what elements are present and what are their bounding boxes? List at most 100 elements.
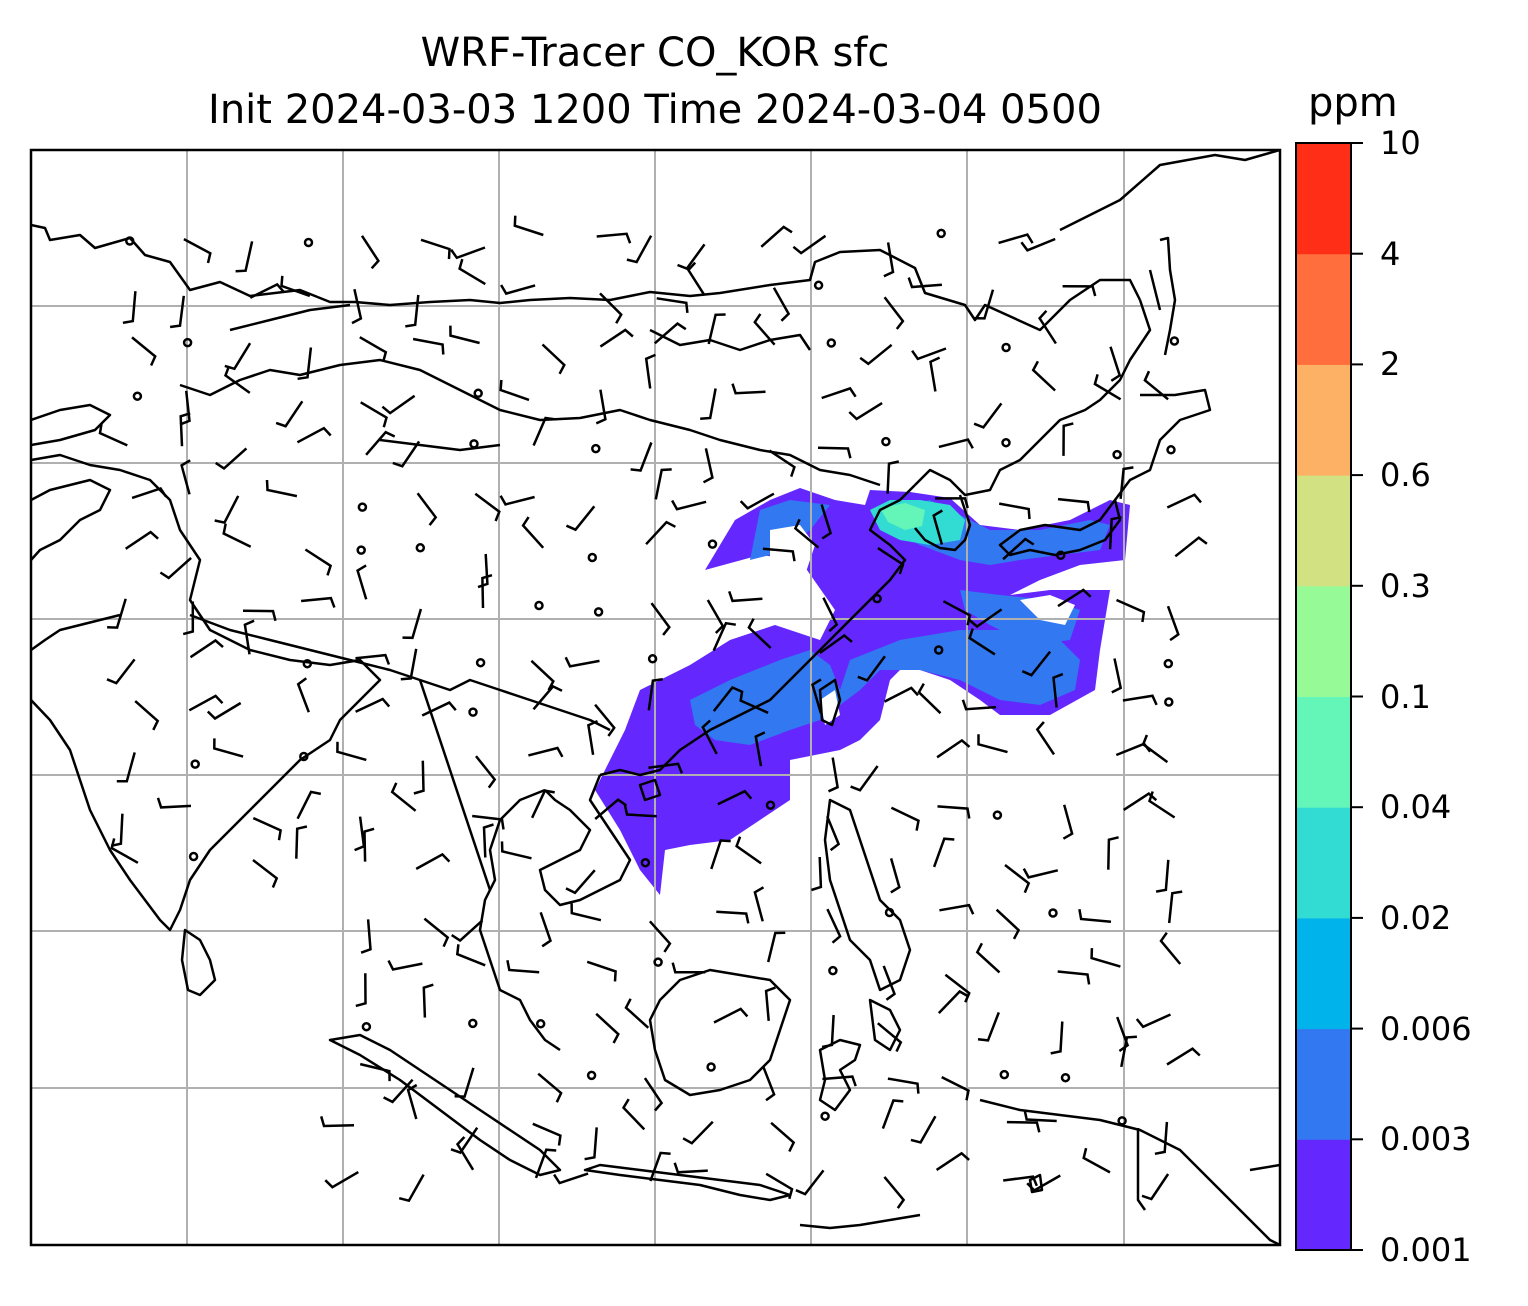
- coastlines-and-borders: [31, 150, 1280, 1245]
- wind-barb: [599, 292, 623, 324]
- wind-barb: [886, 460, 900, 494]
- wind-barb: [1082, 1147, 1111, 1174]
- calm-wind-marker: [593, 607, 604, 617]
- wind-barb: [621, 1098, 646, 1131]
- wind-barb: [762, 1065, 776, 1102]
- wind-barb: [213, 738, 244, 758]
- wind-barb: [584, 1127, 598, 1161]
- wind-barb: [762, 547, 796, 562]
- wind-barb: [265, 479, 298, 498]
- colorbar-band-3: [1296, 807, 1351, 919]
- wind-barb: [935, 497, 969, 509]
- wind-barb: [499, 495, 535, 506]
- wind-barb: [821, 1014, 835, 1049]
- map-frame: [29, 148, 1282, 1247]
- calm-wind-marker: [357, 502, 368, 512]
- wind-barb: [242, 609, 277, 622]
- wind-barb: [539, 911, 552, 948]
- wind-barb: [405, 294, 420, 328]
- wind-barb: [513, 215, 544, 237]
- wind-barb: [932, 837, 955, 868]
- wind-barb: [998, 502, 1031, 520]
- wind-barb: [280, 275, 311, 298]
- wind-barb: [700, 388, 717, 421]
- wind-barb: [1003, 1175, 1038, 1187]
- wind-barb: [673, 1162, 708, 1174]
- wind-barb: [932, 509, 944, 545]
- wind-barb: [648, 762, 684, 774]
- colorbar-tick-label: 0.6: [1380, 456, 1431, 495]
- wind-barb: [907, 277, 942, 289]
- wind-barb: [365, 430, 396, 456]
- calm-wind-marker: [356, 545, 366, 555]
- wind-barb: [179, 390, 191, 426]
- wind-barb: [122, 291, 137, 325]
- wind-barb: [451, 919, 484, 943]
- wind-barb: [876, 1022, 903, 1053]
- wind-barb: [1026, 1174, 1061, 1192]
- calm-wind-marker: [1117, 1116, 1127, 1126]
- wind-barb: [686, 261, 706, 296]
- wind-barb: [653, 322, 687, 345]
- wind-barb: [110, 813, 124, 848]
- wind-barb: [1020, 237, 1056, 252]
- wind-barb: [1022, 868, 1059, 879]
- wind-barb: [398, 1173, 425, 1203]
- wind-barb: [134, 700, 160, 731]
- calm-wind-marker: [706, 1062, 716, 1072]
- wind-barb: [412, 337, 445, 355]
- wind-barb: [1004, 864, 1031, 894]
- colorbar-band-1: [1296, 1028, 1351, 1140]
- colorbar-band-0: [1296, 1139, 1351, 1251]
- wind-barb: [416, 492, 438, 526]
- wind-barb: [449, 325, 480, 345]
- wind-barb: [942, 600, 972, 626]
- wind-barb: [565, 505, 596, 532]
- wind-barb: [595, 1012, 620, 1044]
- calm-wind-marker: [475, 657, 486, 668]
- wind-barb: [739, 690, 769, 714]
- wind-barb: [528, 746, 564, 758]
- wind-barb: [499, 379, 530, 402]
- wind-barb: [941, 1075, 970, 1101]
- calm-wind-marker: [1001, 437, 1011, 448]
- calm-wind-marker: [933, 645, 944, 655]
- colorbar-band-6: [1296, 475, 1351, 587]
- wind-barb: [1062, 284, 1097, 297]
- calm-wind-marker: [1164, 697, 1174, 707]
- wind-barb: [772, 287, 791, 322]
- calm-wind-marker: [303, 237, 314, 248]
- wind-barb: [450, 1127, 479, 1155]
- wind-barb: [383, 1078, 414, 1104]
- wind-barb: [1159, 931, 1182, 965]
- wind-barb: [817, 446, 852, 459]
- calm-wind-marker: [820, 1111, 830, 1121]
- calm-wind-marker: [653, 957, 663, 967]
- wind-barb: [682, 1120, 714, 1145]
- wind-barb: [826, 908, 842, 944]
- calm-wind-marker: [535, 1019, 546, 1029]
- wind-barb: [423, 917, 450, 948]
- wind-barb: [768, 449, 796, 477]
- calm-wind-marker: [765, 800, 776, 810]
- wind-barb: [654, 468, 672, 500]
- wind-barb: [644, 353, 656, 389]
- wind-barb: [1078, 908, 1112, 923]
- wind-barb: [594, 703, 616, 737]
- wind-barb: [911, 347, 947, 361]
- wind-barb: [1052, 672, 1064, 708]
- colorbar-band-9: [1296, 143, 1351, 255]
- wind-barb: [977, 1011, 1000, 1042]
- wind-barb: [481, 574, 493, 609]
- wind-barb: [110, 838, 139, 864]
- wind-barb: [712, 685, 743, 712]
- wind-barb: [252, 859, 279, 888]
- wind-barb: [648, 920, 672, 953]
- map-title-line1: WRF-Tracer CO_KOR sfc: [420, 30, 890, 76]
- calm-wind-marker: [813, 280, 824, 291]
- wind-barb: [159, 556, 192, 580]
- wind-barb: [887, 1077, 920, 1094]
- wind-barb: [475, 755, 497, 789]
- calm-wind-marker: [468, 1018, 478, 1029]
- wind-barb: [1166, 493, 1202, 509]
